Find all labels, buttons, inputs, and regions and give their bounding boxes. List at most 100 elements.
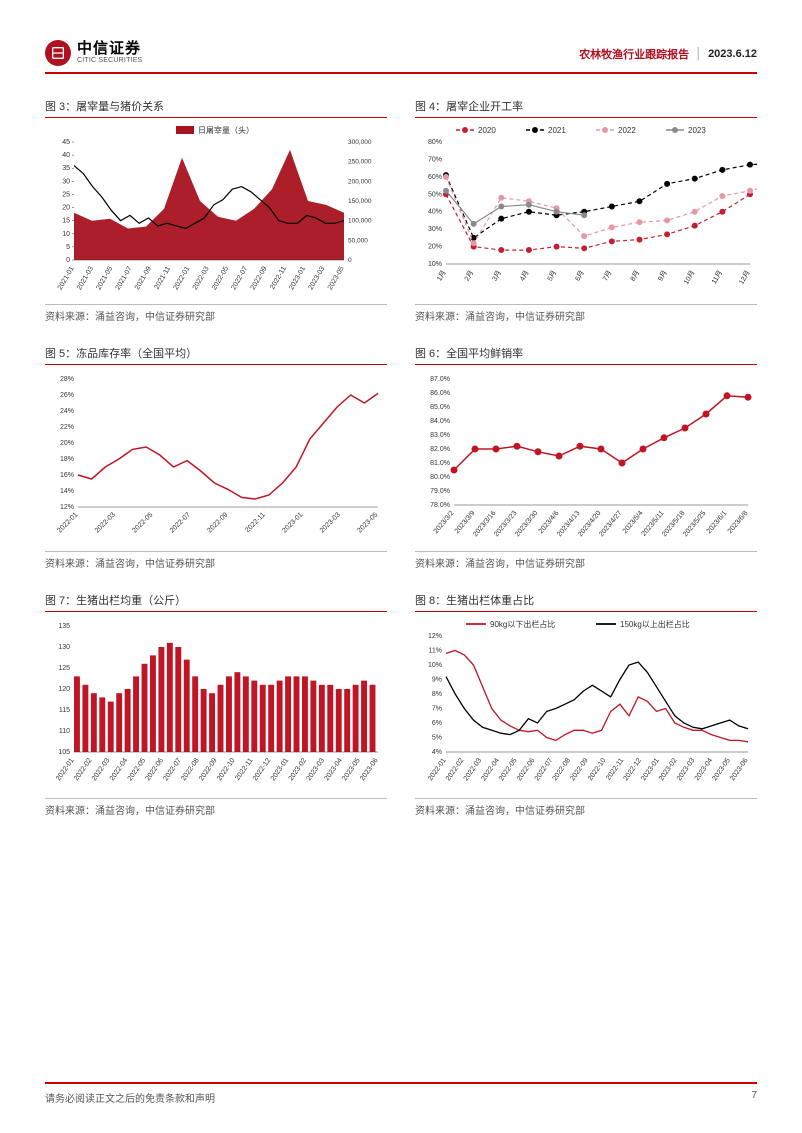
- svg-text:2023/6/8: 2023/6/8: [727, 510, 750, 535]
- svg-text:25: 25: [62, 191, 70, 198]
- figure-8-title: 图 8：生猪出栏体重占比: [415, 588, 757, 612]
- svg-text:40%: 40%: [428, 209, 442, 216]
- svg-text:200,000: 200,000: [348, 178, 372, 185]
- svg-text:15: 15: [62, 218, 70, 225]
- svg-text:2023-03: 2023-03: [319, 511, 342, 534]
- svg-text:2021-01: 2021-01: [57, 265, 76, 291]
- svg-text:90kg以下出栏占比: 90kg以下出栏占比: [490, 619, 555, 629]
- figure-3-title: 图 3：屠宰量与猪价关系: [45, 94, 387, 118]
- svg-text:2020: 2020: [478, 126, 496, 135]
- svg-text:5%: 5%: [432, 735, 442, 742]
- svg-text:85.0%: 85.0%: [430, 404, 450, 411]
- svg-text:0: 0: [348, 257, 352, 264]
- svg-text:125: 125: [58, 665, 70, 672]
- svg-text:45: 45: [62, 139, 70, 146]
- figure-4-chart: 202020212022202310%20%30%40%50%60%70%80%…: [415, 122, 757, 302]
- figure-5: 图 5：冻品库存率（全国平均） 12%14%16%18%20%22%24%26%…: [45, 341, 387, 570]
- svg-text:3月: 3月: [491, 269, 503, 282]
- svg-text:10%: 10%: [428, 662, 442, 669]
- svg-text:6%: 6%: [432, 720, 442, 727]
- svg-text:87.0%: 87.0%: [430, 376, 450, 383]
- svg-text:28%: 28%: [60, 376, 74, 383]
- svg-text:1月: 1月: [435, 269, 447, 282]
- figure-3: 图 3：屠宰量与猪价关系 日屠宰量（头）05101520253035404505…: [45, 94, 387, 323]
- figure-3-chart: 日屠宰量（头）051015202530354045050,000100,0001…: [45, 122, 387, 302]
- svg-text:2023: 2023: [688, 126, 706, 135]
- svg-text:110: 110: [59, 728, 70, 735]
- figure-4: 图 4：屠宰企业开工率 202020212022202310%20%30%40%…: [415, 94, 757, 323]
- svg-text:82.0%: 82.0%: [430, 446, 450, 453]
- svg-text:2023-06: 2023-06: [729, 757, 750, 782]
- svg-text:9%: 9%: [432, 677, 442, 684]
- svg-text:9月: 9月: [656, 269, 668, 282]
- figure-4-source: 资料来源：涌益咨询，中信证券研究部: [415, 304, 757, 323]
- figure-4-title: 图 4：屠宰企业开工率: [415, 94, 757, 118]
- svg-text:20%: 20%: [428, 244, 442, 251]
- figure-5-source: 资料来源：涌益咨询，中信证券研究部: [45, 551, 387, 570]
- svg-text:20: 20: [62, 205, 70, 212]
- svg-text:2021-07: 2021-07: [115, 265, 134, 291]
- svg-text:2022-01: 2022-01: [56, 511, 79, 534]
- svg-text:2021-09: 2021-09: [134, 265, 153, 291]
- svg-text:10月: 10月: [682, 269, 696, 286]
- svg-text:30%: 30%: [428, 226, 442, 233]
- figure-6-source: 资料来源：涌益咨询，中信证券研究部: [415, 551, 757, 570]
- figure-7-chart: 1051101151201251301352022-012022-022022-…: [45, 616, 387, 796]
- svg-text:250,000: 250,000: [348, 159, 372, 166]
- svg-text:70%: 70%: [428, 156, 442, 163]
- report-date: 2023.6.12: [708, 48, 757, 60]
- figure-6: 图 6：全国平均鲜销率 78.0%79.0%80.0%81.0%82.0%83.…: [415, 341, 757, 570]
- figure-6-chart: 78.0%79.0%80.0%81.0%82.0%83.0%84.0%85.0%…: [415, 369, 757, 549]
- svg-text:12月: 12月: [737, 269, 751, 286]
- svg-text:0: 0: [66, 257, 70, 264]
- svg-text:22%: 22%: [60, 424, 74, 431]
- svg-text:30: 30: [62, 178, 70, 185]
- svg-text:2021-11: 2021-11: [154, 265, 173, 290]
- svg-text:11月: 11月: [710, 269, 724, 285]
- logo-block: 中信证券 CITIC SECURITIES: [45, 40, 142, 66]
- svg-text:150,000: 150,000: [348, 198, 372, 205]
- svg-text:6月: 6月: [574, 269, 586, 282]
- svg-text:5月: 5月: [546, 269, 558, 282]
- svg-text:40: 40: [62, 152, 70, 159]
- svg-text:24%: 24%: [60, 408, 74, 415]
- svg-text:2021-03: 2021-03: [76, 265, 95, 291]
- svg-text:2022-01: 2022-01: [173, 265, 192, 291]
- svg-text:130: 130: [58, 644, 70, 651]
- svg-text:4月: 4月: [518, 269, 530, 282]
- svg-text:14%: 14%: [60, 488, 74, 495]
- svg-text:8%: 8%: [432, 691, 442, 698]
- svg-text:84.0%: 84.0%: [430, 418, 450, 425]
- svg-text:2022-03: 2022-03: [94, 511, 117, 534]
- svg-text:2023-01: 2023-01: [288, 265, 307, 291]
- svg-text:2023/3/2: 2023/3/2: [433, 510, 456, 535]
- page-header: 中信证券 CITIC SECURITIES 农林牧渔行业跟踪报告 │ 2023.…: [45, 40, 757, 74]
- svg-text:2022-09: 2022-09: [250, 265, 269, 291]
- header-right: 农林牧渔行业跟踪报告 │ 2023.6.12: [579, 40, 757, 62]
- svg-text:4%: 4%: [432, 749, 442, 756]
- svg-text:105: 105: [58, 749, 70, 756]
- figure-6-title: 图 6：全国平均鲜销率: [415, 341, 757, 365]
- svg-text:79.0%: 79.0%: [430, 488, 450, 495]
- svg-text:2023-05: 2023-05: [327, 265, 346, 291]
- svg-text:78.0%: 78.0%: [430, 502, 450, 509]
- svg-text:35: 35: [62, 165, 70, 172]
- figure-8: 图 8：生猪出栏体重占比 90kg以下出栏占比 150kg以上出栏占比 4% 5% 6%…: [415, 588, 757, 817]
- svg-text:60%: 60%: [428, 174, 442, 181]
- svg-text:2023-05: 2023-05: [356, 511, 379, 534]
- svg-text:12%: 12%: [60, 504, 74, 511]
- figure-8-chart: 90kg以下出栏占比150kg以上出栏占比4%5%6%7%8%9%10%11%1…: [415, 616, 757, 796]
- svg-text:16%: 16%: [60, 472, 74, 479]
- svg-text:120: 120: [58, 686, 70, 693]
- logo-icon: [45, 40, 71, 66]
- figure-7-title: 图 7：生猪出栏均重（公斤）: [45, 588, 387, 612]
- svg-text:150kg以上出栏占比: 150kg以上出栏占比: [620, 619, 690, 629]
- svg-text:2021: 2021: [548, 126, 566, 135]
- svg-text:80%: 80%: [428, 139, 442, 146]
- figure-8-source: 资料来源：涌益咨询，中信证券研究部: [415, 798, 757, 817]
- svg-text:7月: 7月: [601, 269, 613, 282]
- svg-text:135: 135: [58, 623, 70, 630]
- svg-text:10%: 10%: [428, 261, 442, 268]
- svg-text:2月: 2月: [463, 269, 475, 282]
- svg-text:2023-03: 2023-03: [308, 265, 327, 291]
